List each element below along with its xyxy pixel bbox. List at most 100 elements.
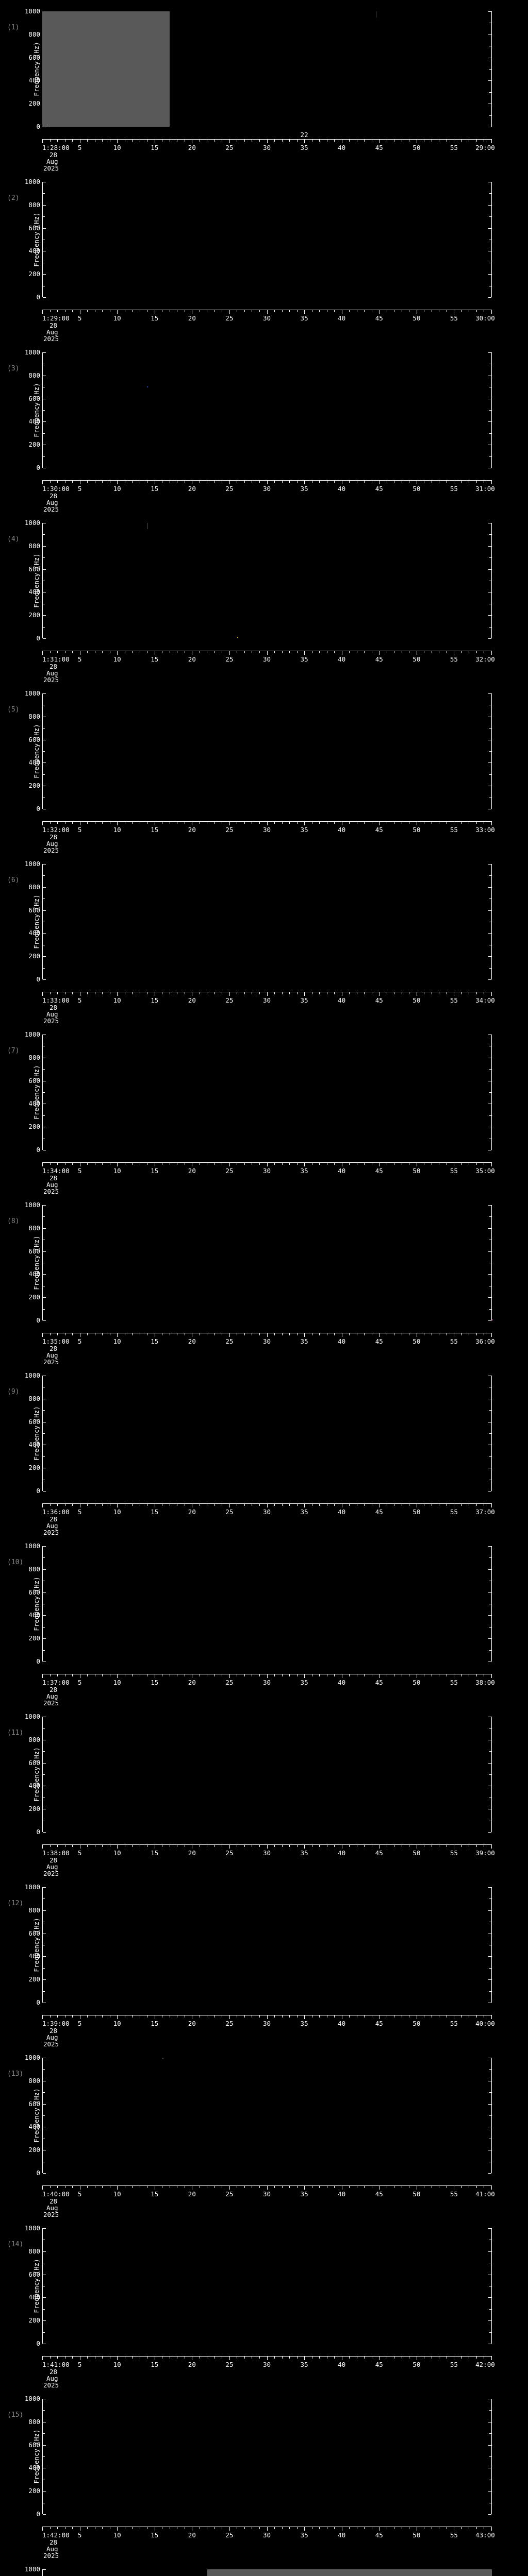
- x-axis-date-line: Aug: [46, 2375, 58, 2382]
- y-tick-label: 0: [36, 804, 40, 812]
- plot-area[interactable]: [42, 2569, 492, 2576]
- plot-area[interactable]: [42, 1035, 492, 1150]
- y-major-tick: [488, 1910, 491, 1911]
- x-axis-end-time: 32:00: [475, 655, 495, 663]
- x-tick-label: 50: [412, 314, 421, 322]
- x-tick-label: 20: [188, 996, 196, 1004]
- x-axis-date-line: 2025: [43, 505, 59, 513]
- x-tick-label: 55: [450, 1508, 458, 1516]
- x-minor-tick: [244, 1333, 245, 1335]
- y-axis-right-spine: [491, 352, 492, 468]
- x-major-tick: [491, 2015, 492, 2019]
- x-minor-tick: [214, 1333, 215, 1335]
- x-minor-tick: [319, 2185, 320, 2188]
- y-axis-right-spine: [491, 182, 492, 297]
- x-tick-label: 40: [338, 1849, 346, 1857]
- y-major-tick: [488, 569, 491, 570]
- x-tick-label: 20: [188, 2020, 196, 2027]
- x-tick-label: 25: [225, 2190, 234, 2198]
- x-axis: [42, 2527, 492, 2531]
- y-major-tick: [488, 546, 491, 547]
- x-minor-tick: [364, 1844, 365, 1847]
- x-major-tick: [491, 821, 492, 825]
- x-minor-tick: [102, 139, 103, 142]
- x-minor-tick: [334, 1333, 335, 1335]
- x-minor-tick: [461, 1162, 462, 1165]
- x-tick-label: 45: [375, 2361, 383, 2368]
- x-minor-tick: [297, 651, 298, 653]
- plot-area[interactable]: [42, 352, 492, 468]
- plot-area[interactable]: [42, 11, 492, 127]
- x-minor-tick: [102, 2185, 103, 2188]
- x-minor-tick: [259, 480, 260, 483]
- x-minor-tick: [349, 139, 350, 142]
- x-axis-date-line: 2025: [43, 164, 59, 172]
- x-tick-label: 35: [300, 2361, 308, 2368]
- x-tick-label: 50: [412, 1167, 421, 1175]
- x-tick-label-group: 1:34:00 5 10 15 20 25 30 35 40 45 50 55 35:00: [0, 1167, 528, 1175]
- y-major-tick: [488, 693, 491, 694]
- plot-area[interactable]: [42, 1376, 492, 1492]
- x-minor-tick: [87, 1674, 88, 1676]
- y-minor-tick: [489, 1650, 491, 1651]
- y-minor-tick: [43, 410, 45, 411]
- y-major-tick: [488, 2173, 491, 2174]
- x-minor-tick: [102, 1674, 103, 1676]
- x-tick-label: 15: [151, 2361, 159, 2368]
- plot-area[interactable]: [42, 1717, 492, 1833]
- x-minor-tick: [87, 310, 88, 312]
- x-tick-label: 55: [450, 314, 458, 322]
- plot-area[interactable]: [42, 2228, 492, 2344]
- x-minor-tick: [289, 1674, 290, 1676]
- x-minor-tick: [57, 1162, 58, 1165]
- x-major-tick: [117, 821, 118, 825]
- y-minor-tick: [489, 1627, 491, 1628]
- plot-area[interactable]: [42, 182, 492, 298]
- x-minor-tick: [274, 1674, 275, 1676]
- x-tick-label: 20: [188, 314, 196, 322]
- x-major-tick: [267, 2015, 268, 2019]
- x-tick-label: 30: [262, 1679, 271, 1686]
- plot-area[interactable]: [42, 523, 492, 639]
- x-tick-label: 10: [113, 2531, 121, 2539]
- x-major-tick: [491, 2527, 492, 2531]
- x-minor-tick: [132, 2527, 133, 2529]
- x-major-tick: [267, 1674, 268, 1678]
- plot-area[interactable]: [42, 1546, 492, 1662]
- x-tick-label: 25: [225, 1849, 234, 1857]
- x-minor-tick: [476, 1333, 477, 1335]
- x-minor-tick: [319, 1844, 320, 1847]
- x-tick-label: 5: [77, 1849, 82, 1857]
- x-tick-label: 25: [225, 1337, 234, 1345]
- y-tick-label: 200: [28, 2145, 40, 2154]
- x-axis-date-stack: 28 Aug 2025: [42, 493, 145, 513]
- y-major-tick: [43, 1569, 46, 1570]
- plot-area[interactable]: [42, 693, 492, 809]
- plot-area[interactable]: [42, 2058, 492, 2174]
- plot-area[interactable]: [42, 1205, 493, 1321]
- x-minor-tick: [72, 2015, 73, 2018]
- x-tick-label: 20: [188, 1337, 196, 1345]
- x-minor-tick: [102, 821, 103, 824]
- x-tick-label: 45: [375, 1679, 383, 1686]
- x-minor-tick: [476, 2015, 477, 2018]
- y-minor-tick: [43, 2456, 45, 2457]
- x-tick-label: 45: [375, 314, 383, 322]
- x-minor-tick: [461, 2015, 462, 2018]
- plot-area[interactable]: [42, 864, 492, 980]
- y-tick-label: 800: [28, 1735, 40, 1743]
- panel-index-label: (3): [7, 365, 20, 372]
- x-tick-label: 25: [225, 1167, 234, 1175]
- x-tick-label: 40: [338, 2531, 346, 2539]
- y-major-tick: [43, 2569, 46, 2570]
- event-dot-marker: [162, 2058, 163, 2059]
- y-tick-label: 0: [36, 1657, 40, 1665]
- plot-area[interactable]: [42, 2399, 492, 2515]
- x-minor-tick: [72, 2185, 73, 2188]
- x-minor-tick: [132, 1503, 133, 1506]
- y-tick-label: 0: [36, 1486, 40, 1495]
- plot-area[interactable]: [42, 1887, 492, 2003]
- x-minor-tick: [102, 1162, 103, 1165]
- x-minor-tick: [132, 310, 133, 312]
- x-axis-end-time: 34:00: [475, 996, 495, 1004]
